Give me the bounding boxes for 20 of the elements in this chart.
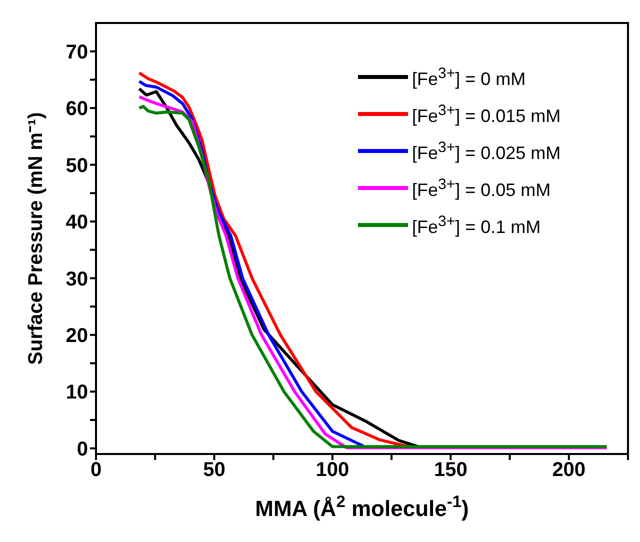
legend-label: [Fe$^{3+}$] = 0.05 mM [412,175,551,202]
legend-label: [Fe$^{3+}$] = 0.1 mM [412,212,541,239]
x-tick-label: 100 [316,459,350,482]
y-tick-label: 70 [66,41,88,64]
x-axis-title: MMA (Å$^{2}$ molecule$^{-1}$) [255,493,469,521]
x-tick-label: 0 [90,459,102,482]
y-tick-label: 30 [66,268,88,290]
y-tick-label: 0 [76,438,88,460]
legend-label: [Fe$^{3+}$] = 0.015 mM [412,101,561,128]
x-tick-label: 50 [203,459,226,482]
legend-label: [Fe$^{3+}$] = 0.025 mM [412,138,561,165]
y-tick-label: 50 [66,154,88,177]
y-tick-label: 60 [66,98,88,120]
x-tick-label: 200 [552,459,586,482]
y-axis-title: Surface Pressure (mN m⁻¹) [25,112,47,365]
y-tick-label: 40 [66,212,88,234]
y-tick-label: 10 [66,382,88,404]
y-tick-label: 20 [66,325,88,348]
legend-label: [Fe$^{3+}$] = 0 mM [412,64,526,91]
x-tick-label: 150 [434,459,468,482]
